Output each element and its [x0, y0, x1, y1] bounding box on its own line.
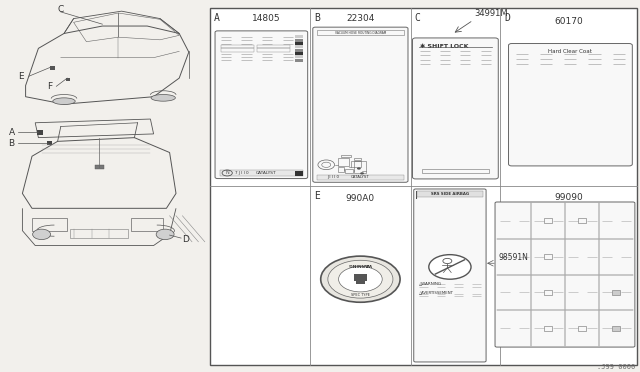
- Bar: [295, 55, 303, 58]
- Text: CATALYST: CATALYST: [255, 171, 276, 175]
- Text: F: F: [414, 191, 420, 201]
- Circle shape: [360, 172, 364, 174]
- Bar: [351, 161, 361, 167]
- Bar: [612, 290, 620, 295]
- Bar: [295, 52, 303, 55]
- Text: WARNING: WARNING: [348, 262, 372, 266]
- Bar: [210, 8, 637, 365]
- Bar: [544, 254, 552, 259]
- Bar: [70, 229, 128, 238]
- Ellipse shape: [156, 229, 174, 240]
- Text: B: B: [8, 139, 15, 148]
- Circle shape: [429, 255, 471, 279]
- Bar: [317, 30, 403, 35]
- FancyBboxPatch shape: [509, 44, 632, 166]
- Bar: [355, 161, 366, 173]
- Text: Hard Clear Coat: Hard Clear Coat: [548, 49, 593, 54]
- Bar: [544, 218, 552, 224]
- Bar: [338, 158, 349, 166]
- Text: 60170: 60170: [554, 17, 583, 26]
- Bar: [338, 167, 344, 172]
- FancyBboxPatch shape: [413, 189, 486, 362]
- Text: C: C: [58, 5, 64, 14]
- Bar: [612, 326, 620, 331]
- Text: J I I I 0: J I I I 0: [327, 175, 339, 179]
- Text: SPEC TYPE: SPEC TYPE: [351, 293, 370, 296]
- Text: 7 J I I 0: 7 J I I 0: [235, 171, 249, 175]
- Text: ✱ SHIFT LOCK: ✱ SHIFT LOCK: [419, 44, 468, 48]
- Ellipse shape: [151, 94, 175, 101]
- Bar: [578, 326, 586, 331]
- Bar: [295, 171, 303, 176]
- Text: CATALYST: CATALYST: [351, 175, 369, 179]
- Bar: [355, 158, 361, 160]
- Bar: [317, 175, 403, 180]
- FancyBboxPatch shape: [412, 38, 499, 179]
- Bar: [417, 191, 483, 197]
- Text: A: A: [214, 13, 220, 23]
- FancyBboxPatch shape: [313, 27, 408, 182]
- Ellipse shape: [33, 229, 51, 240]
- Bar: [47, 141, 52, 145]
- Text: F: F: [47, 82, 52, 91]
- Text: E: E: [314, 191, 320, 201]
- Bar: [295, 39, 303, 42]
- Bar: [131, 218, 163, 231]
- Text: 990A0: 990A0: [346, 194, 375, 203]
- Bar: [295, 35, 303, 38]
- Bar: [37, 130, 43, 135]
- Text: E: E: [18, 72, 23, 81]
- Text: D: D: [504, 13, 510, 23]
- Text: 22304: 22304: [346, 14, 374, 23]
- FancyBboxPatch shape: [215, 31, 308, 179]
- Bar: [295, 42, 303, 45]
- Bar: [295, 49, 303, 52]
- Bar: [66, 78, 70, 81]
- Circle shape: [357, 167, 361, 170]
- Bar: [257, 48, 290, 52]
- Bar: [257, 45, 290, 48]
- Bar: [221, 45, 253, 48]
- Bar: [341, 155, 351, 157]
- Bar: [295, 45, 303, 48]
- Ellipse shape: [52, 98, 76, 105]
- Circle shape: [321, 256, 400, 302]
- Text: D: D: [182, 235, 189, 244]
- Bar: [422, 169, 489, 173]
- Text: 98591N: 98591N: [498, 253, 528, 262]
- Bar: [50, 66, 55, 70]
- Bar: [356, 281, 365, 284]
- Bar: [544, 290, 552, 295]
- Bar: [221, 48, 253, 52]
- Circle shape: [328, 260, 393, 298]
- Bar: [544, 326, 552, 331]
- Text: SRS SIDE AIRBAG: SRS SIDE AIRBAG: [431, 192, 469, 196]
- Text: 99090: 99090: [554, 193, 583, 202]
- Text: 34991M: 34991M: [475, 9, 508, 18]
- Bar: [578, 218, 586, 224]
- Text: 14805: 14805: [252, 14, 281, 23]
- Bar: [346, 169, 353, 173]
- Bar: [95, 165, 104, 169]
- Text: C: C: [414, 13, 420, 23]
- Bar: [295, 59, 303, 62]
- Circle shape: [339, 266, 382, 292]
- Text: N: N: [225, 170, 229, 176]
- Bar: [32, 218, 67, 231]
- Text: B: B: [314, 13, 320, 23]
- FancyBboxPatch shape: [495, 202, 635, 347]
- Text: VACUUM HOSE ROUTING DIAGRAM: VACUUM HOSE ROUTING DIAGRAM: [335, 31, 386, 35]
- Bar: [354, 274, 367, 281]
- Text: △WARNING: △WARNING: [419, 281, 442, 285]
- Bar: [220, 170, 303, 176]
- Text: △AVERTISSEMENT: △AVERTISSEMENT: [419, 291, 454, 294]
- Text: A: A: [8, 128, 15, 137]
- Text: .J99 0000: .J99 0000: [597, 364, 636, 370]
